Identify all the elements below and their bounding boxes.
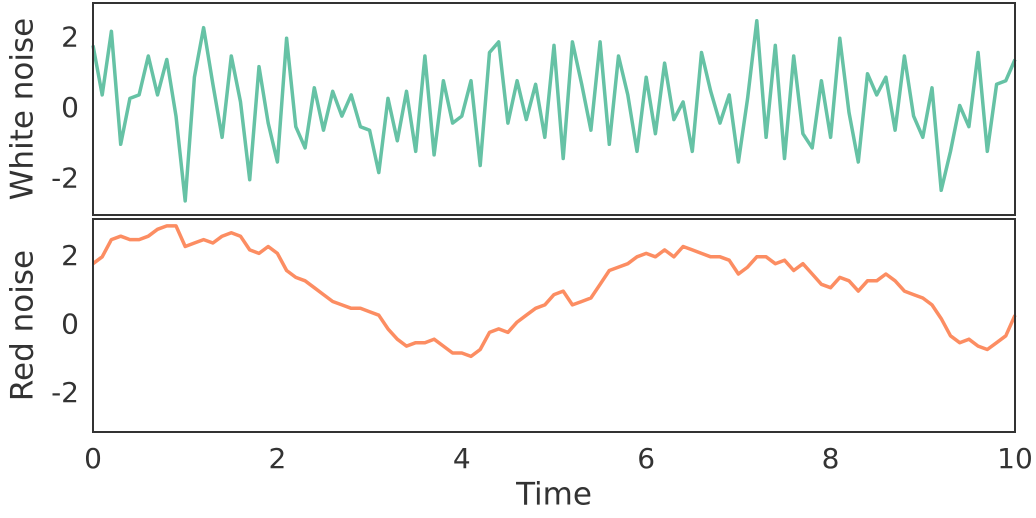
y-tick-label: -2 [51,162,79,195]
x-tick-label: 6 [637,442,655,475]
y-axis-label: Red noise [5,250,41,401]
x-tick-label: 8 [822,442,840,475]
data-line [91,18,1017,203]
axes-frame [92,218,1016,433]
x-tick-label: 0 [84,442,102,475]
y-tick-label: 2 [61,20,79,53]
y-tick-label: -2 [51,376,79,409]
y-tick-label: 0 [61,308,79,341]
y-tick-label: 2 [61,239,79,272]
x-tick-label: 4 [453,442,471,475]
axes-frame [92,2,1016,216]
x-tick-label: 10 [997,442,1033,475]
x-axis-label: Time [515,477,592,513]
data-line [91,224,1017,359]
x-tick-label: 2 [268,442,286,475]
y-axis-label: White noise [5,18,41,200]
y-tick-label: 0 [61,91,79,124]
